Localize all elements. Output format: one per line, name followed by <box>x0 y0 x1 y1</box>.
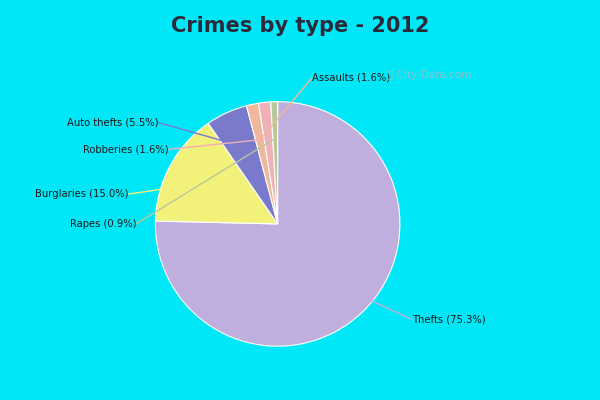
Wedge shape <box>155 123 278 224</box>
Wedge shape <box>208 106 278 224</box>
Text: ⓘ City-Data.com: ⓘ City-Data.com <box>387 70 472 80</box>
Wedge shape <box>259 102 278 224</box>
Text: Thefts (75.3%): Thefts (75.3%) <box>412 314 485 324</box>
Text: Robberies (1.6%): Robberies (1.6%) <box>83 144 169 154</box>
Text: Assaults (1.6%): Assaults (1.6%) <box>312 73 390 83</box>
Wedge shape <box>155 102 400 346</box>
Text: Rapes (0.9%): Rapes (0.9%) <box>70 219 136 229</box>
Text: Burglaries (15.0%): Burglaries (15.0%) <box>35 189 128 199</box>
Wedge shape <box>247 103 278 224</box>
Text: Auto thefts (5.5%): Auto thefts (5.5%) <box>67 118 158 128</box>
Text: Crimes by type - 2012: Crimes by type - 2012 <box>171 16 429 36</box>
Wedge shape <box>271 102 278 224</box>
